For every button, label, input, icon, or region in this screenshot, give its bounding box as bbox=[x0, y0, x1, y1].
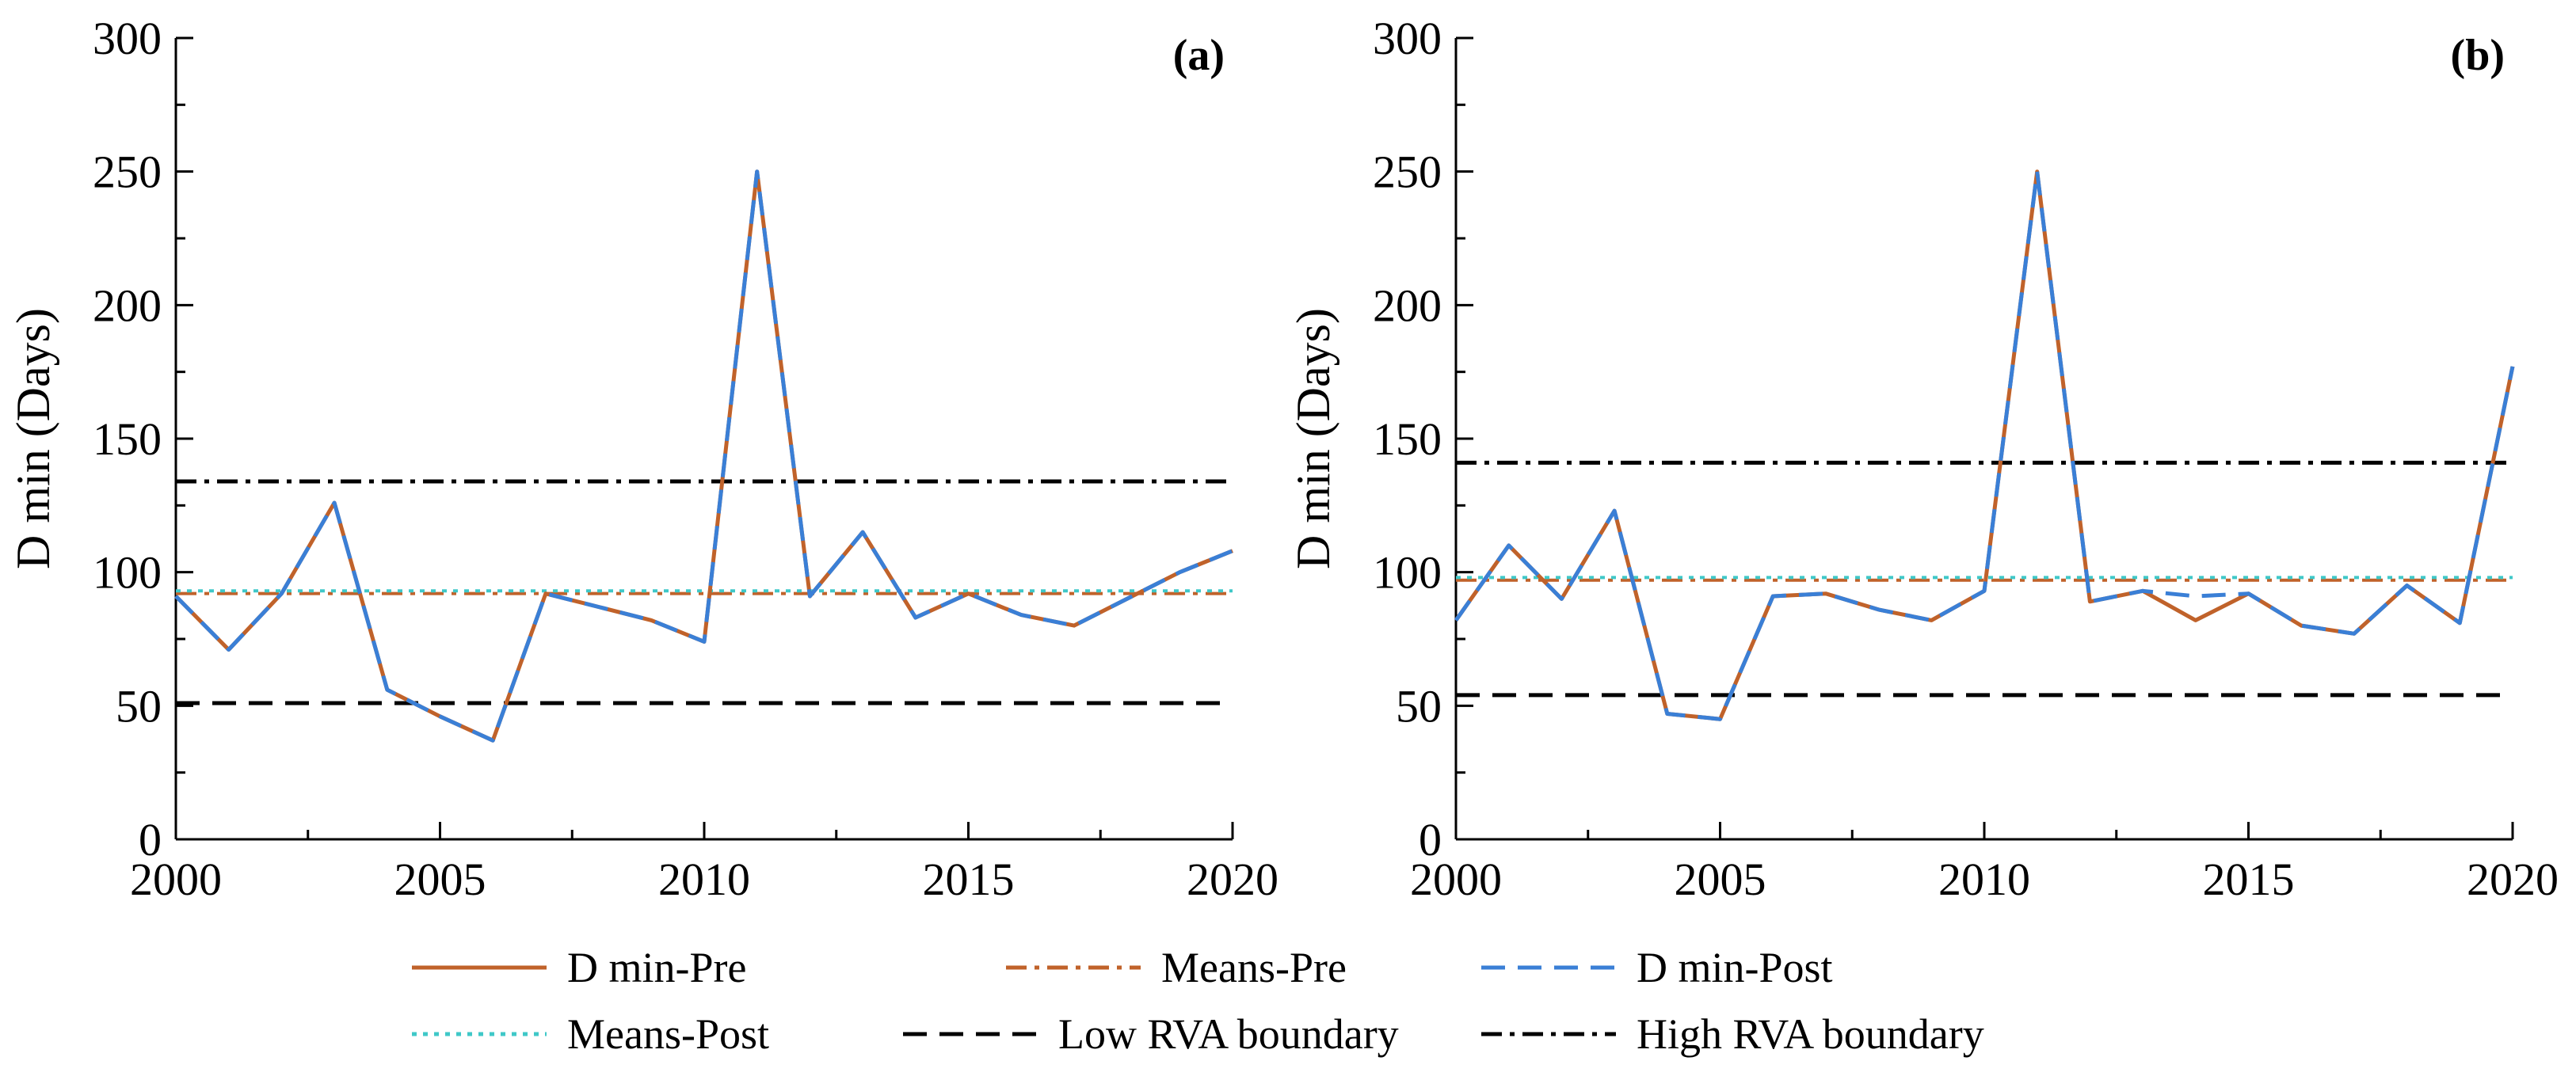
panel-a-y-tick-label: 150 bbox=[93, 413, 162, 465]
panel-b-series-d-min-pre bbox=[1454, 169, 2515, 721]
panel-a-y-axis-label: D min (Days) bbox=[7, 308, 59, 569]
legend-label-dmin-pre: D min-Pre bbox=[567, 944, 747, 991]
legend-item-means-pre: Means-Pre bbox=[1006, 941, 1347, 994]
panel-b-x-tick-label: 2010 bbox=[1938, 854, 2030, 905]
legend-swatch-dmin-post bbox=[1481, 965, 1616, 970]
panel-b-y-tick-label: 150 bbox=[1373, 413, 1442, 465]
panel-b-y-tick-label: 250 bbox=[1373, 146, 1442, 198]
legend-item-dmin-pre: D min-Pre bbox=[412, 941, 746, 994]
legend-item-dmin-post: D min-Post bbox=[1481, 941, 1833, 994]
panel-b-y-tick-label: 50 bbox=[1396, 680, 1442, 732]
panel-b-series-d-min-post bbox=[1454, 169, 2515, 721]
panel-b-label: (b) bbox=[2451, 31, 2505, 80]
legend-label-dmin-post: D min-Post bbox=[1637, 944, 1833, 991]
legend-swatch-dmin-pre bbox=[412, 965, 547, 970]
legend-item-means-post: Means-Post bbox=[412, 1007, 769, 1061]
panel-a-y-tick-label: 0 bbox=[139, 814, 162, 865]
panel-a-y-tick-label: 250 bbox=[93, 146, 162, 198]
panel-b-x-tick-label: 2015 bbox=[2203, 854, 2295, 905]
panel-a-y-tick-label: 50 bbox=[116, 680, 162, 732]
legend-label-means-post: Means-Post bbox=[567, 1010, 769, 1058]
panel-b-x-tick-label: 2000 bbox=[1410, 854, 1502, 905]
panel-a-label: (a) bbox=[1173, 31, 1225, 80]
legend-item-high-rva: High RVA boundary bbox=[1481, 1007, 1984, 1061]
panel-a: 0 50 100 150 200 250 300 2000 2005 2010 2015 2020 D … bbox=[7, 13, 1278, 905]
panel-b-y-tick-label: 0 bbox=[1419, 814, 1442, 865]
panel-b-y-tick-label: 300 bbox=[1373, 13, 1442, 64]
legend-swatch-means-post bbox=[412, 1032, 547, 1036]
legend: D min-Pre Means-Pre D min-Post Means-Pos… bbox=[412, 941, 2155, 1075]
legend-label-low-rva: Low RVA boundary bbox=[1058, 1010, 1399, 1058]
legend-label-means-pre: Means-Pre bbox=[1161, 944, 1347, 991]
panel-a-x-tick-label: 2010 bbox=[658, 854, 750, 905]
legend-label-high-rva: High RVA boundary bbox=[1637, 1010, 1984, 1058]
legend-swatch-means-pre bbox=[1006, 965, 1141, 970]
panel-a-series-d-min-pre bbox=[174, 169, 1233, 743]
panel-b-x-tick-label: 2020 bbox=[2467, 854, 2559, 905]
panel-a-series-d-min-post bbox=[174, 169, 1233, 743]
panel-a-x-tick-label: 2015 bbox=[923, 854, 1015, 905]
panel-a-y-tick-label: 200 bbox=[93, 280, 162, 331]
panel-b-y-axis-label: D min (Days) bbox=[1287, 308, 1339, 569]
legend-item-low-rva: Low RVA boundary bbox=[903, 1007, 1399, 1061]
panel-a-x-tick-label: 2000 bbox=[130, 854, 222, 905]
legend-swatch-high-rva bbox=[1481, 1032, 1616, 1036]
panel-a-y-tick-label: 100 bbox=[93, 547, 162, 599]
panel-b: 0 50 100 150 200 250 300 2000 2005 2010 2015 2020 D … bbox=[1287, 13, 2559, 905]
legend-swatch-low-rva bbox=[903, 1032, 1038, 1036]
panel-b-y-tick-label: 200 bbox=[1373, 280, 1442, 331]
panel-a-x-tick-label: 2020 bbox=[1187, 854, 1278, 905]
panel-a-y-tick-label: 300 bbox=[93, 13, 162, 64]
panel-b-y-tick-label: 100 bbox=[1373, 547, 1442, 599]
panel-b-x-tick-label: 2005 bbox=[1675, 854, 1766, 905]
panel-a-x-tick-label: 2005 bbox=[394, 854, 486, 905]
